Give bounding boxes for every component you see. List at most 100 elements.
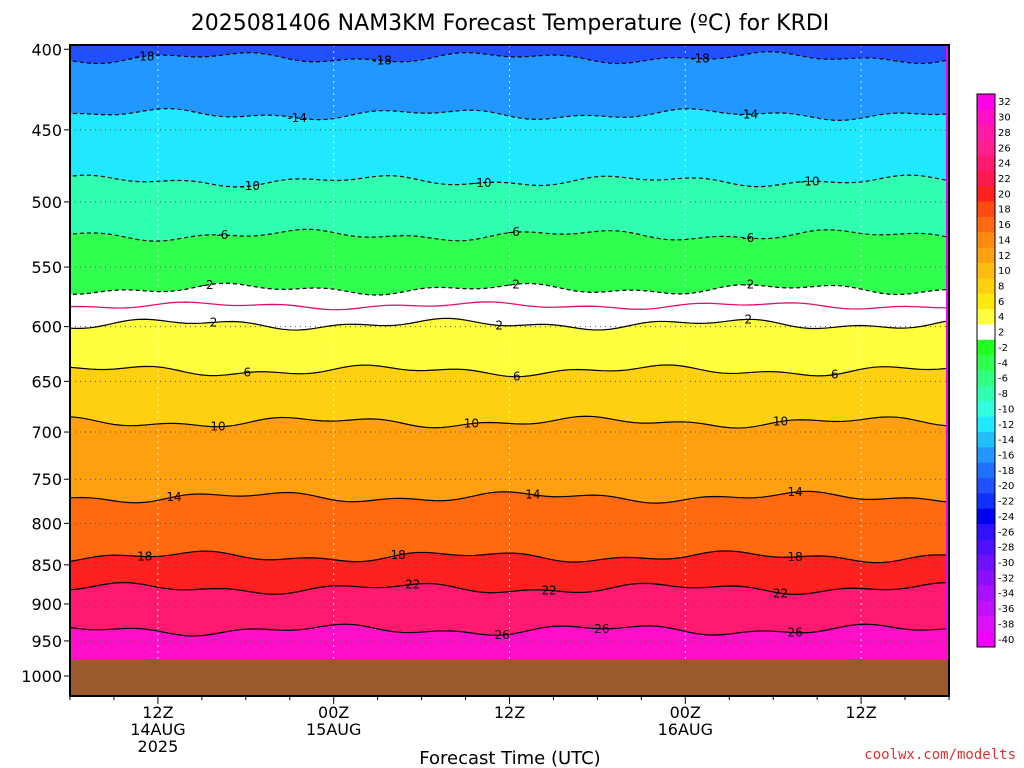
colorbar-swatch (977, 262, 995, 279)
colorbar-swatch (977, 109, 995, 126)
y-tick-label: 550 (31, 258, 62, 277)
isotherm-contours (70, 51, 947, 637)
y-tick-label: 450 (31, 121, 62, 140)
colorbar-label: 20 (998, 189, 1011, 200)
colorbar-swatch (977, 155, 995, 172)
colorbar-swatch (977, 216, 995, 233)
isotherm-label: -14 (287, 111, 307, 125)
isotherm-label: 6 (243, 365, 251, 379)
isotherm-label: -10 (240, 179, 260, 193)
colorbar-swatch (977, 232, 995, 249)
colorbar-label: -28 (998, 543, 1014, 554)
colorbar-label: -18 (998, 466, 1014, 477)
isotherm-label: -10 (472, 176, 492, 190)
colorbar-label: -14 (998, 435, 1014, 446)
colorbar-label: 32 (998, 97, 1011, 108)
colorbar-label: 8 (998, 282, 1004, 293)
isotherm-line (70, 51, 947, 65)
isotherm-label: 2 (210, 315, 218, 329)
isotherm-label: -18 (690, 52, 710, 66)
isotherm-line (70, 581, 947, 595)
colorbar-swatch (977, 508, 995, 525)
colorbar-label: 10 (998, 266, 1011, 277)
colorbar-swatch (977, 616, 995, 633)
colorbar-swatch (977, 339, 995, 356)
isotherm-line (70, 415, 947, 429)
isotherm-label: 22 (773, 586, 788, 600)
colorbar-swatch (977, 324, 995, 341)
isotherm-line (70, 364, 947, 378)
temperature-band (70, 229, 946, 296)
colorbar-label: -26 (998, 527, 1014, 538)
colorbar-label: 30 (998, 113, 1011, 124)
temperature-band (70, 45, 946, 64)
y-tick-label: 650 (31, 372, 62, 391)
colorbar-label: -34 (998, 589, 1014, 600)
colorbar-label: -10 (998, 404, 1014, 415)
x-tick-label: 00Z (318, 703, 349, 722)
colorbar: 32 30 28 26 24 22 20 18 16 14 12 10 8 6 4 2 -2 -4 -6 -8 -10 -… (976, 93, 1014, 648)
colorbar-swatch (977, 370, 995, 387)
colorbar-label: -20 (998, 481, 1014, 492)
isotherm-label: 10 (210, 420, 225, 434)
isotherm-line (70, 623, 947, 637)
surface-ground (70, 660, 949, 696)
colorbar-label: 26 (998, 143, 1011, 154)
colorbar-swatch (977, 600, 995, 617)
y-tick-label: 900 (31, 595, 62, 614)
colorbar-swatch (977, 355, 995, 371)
gridlines (70, 45, 949, 696)
colorbar-swatch (977, 585, 995, 602)
isotherm-label: -10 (800, 174, 820, 188)
isotherm-line (70, 282, 947, 296)
colorbar-label: 18 (998, 205, 1011, 216)
colorbar-swatch (977, 140, 995, 156)
isotherm-label: 22 (541, 583, 556, 597)
x-axis-title: Forecast Time (UTC) (419, 748, 600, 768)
y-tick-label: 1000 (21, 667, 62, 686)
colorbar-label: 22 (998, 174, 1011, 185)
chart-title: 2025081406 NAM3KM Forecast Temperature (… (191, 11, 830, 36)
colorbar-label: -16 (998, 450, 1014, 461)
plot-area: -54-50-50-46-46-46-42-42-38-38-38-34-34-… (70, 45, 949, 696)
colorbar-swatch (977, 201, 995, 218)
isotherm-label: 6 (831, 368, 839, 382)
isotherm-label: -14 (738, 107, 758, 121)
isotherm-line (70, 174, 947, 188)
x-tick-label: 12Z (845, 703, 876, 722)
colorbar-label: -38 (998, 619, 1014, 630)
isotherm-label: -6 (742, 231, 754, 245)
isotherm-label: 6 (513, 370, 521, 384)
y-tick-label: 800 (31, 514, 62, 533)
x-tick-label: 12Z (142, 703, 173, 722)
freezing-line (70, 301, 947, 311)
isotherm-line (70, 108, 947, 122)
x-tick-label: 00Z (670, 703, 701, 722)
colorbar-label: 14 (998, 235, 1011, 246)
isotherm-label: 22 (405, 577, 420, 591)
colorbar-swatch (977, 170, 995, 187)
isotherm-label: 10 (773, 414, 788, 428)
isotherm-line (70, 490, 947, 504)
colorbar-label: -30 (998, 558, 1014, 569)
colorbar-label: 28 (998, 128, 1011, 139)
y-tick-label: 750 (31, 470, 62, 489)
colorbar-label: 16 (998, 220, 1011, 231)
y-tick-label: 700 (31, 423, 62, 442)
isotherm-label: 14 (788, 485, 803, 499)
isotherm-line (70, 228, 947, 242)
colorbar-swatch (977, 631, 995, 648)
colorbar-swatch (977, 124, 995, 141)
temperature-band (70, 364, 946, 429)
colorbar-label: 12 (998, 251, 1011, 262)
colorbar-swatch (977, 570, 995, 587)
colorbar-label: 6 (998, 297, 1004, 308)
isotherm-label: -18 (135, 49, 155, 63)
temperature-band (70, 51, 946, 121)
temperature-band (70, 283, 946, 331)
temperature-band (70, 416, 946, 504)
x-tick-label: 12Z (494, 703, 525, 722)
isotherm-label: -2 (508, 277, 520, 291)
